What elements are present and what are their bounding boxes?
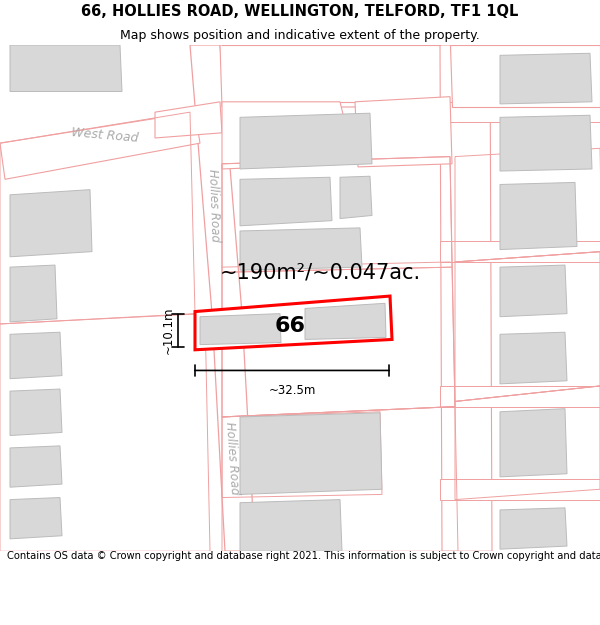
Polygon shape [10,265,57,322]
Polygon shape [240,499,342,551]
Polygon shape [10,45,122,91]
Text: ~32.5m: ~32.5m [268,384,316,397]
Text: 66, HOLLIES ROAD, WELLINGTON, TELFORD, TF1 1QL: 66, HOLLIES ROAD, WELLINGTON, TELFORD, T… [82,4,518,19]
Polygon shape [222,102,355,169]
Polygon shape [212,314,255,551]
Polygon shape [500,508,567,549]
Text: Map shows position and indicative extent of the property.: Map shows position and indicative extent… [120,29,480,42]
Polygon shape [500,53,592,104]
Text: ~10.1m: ~10.1m [161,306,175,354]
Polygon shape [220,45,452,107]
Text: Hollies Road: Hollies Road [206,168,222,242]
Polygon shape [155,102,222,138]
Polygon shape [10,389,62,436]
Polygon shape [10,498,62,539]
Polygon shape [500,115,592,171]
Polygon shape [0,112,200,179]
Text: 66: 66 [275,316,305,336]
Polygon shape [190,45,242,314]
Polygon shape [195,296,392,350]
Polygon shape [240,113,372,169]
Polygon shape [240,177,332,226]
Polygon shape [240,412,382,494]
Text: Hollies Road: Hollies Road [223,421,241,495]
Polygon shape [10,446,62,488]
Polygon shape [340,176,372,219]
Polygon shape [440,45,492,551]
Polygon shape [240,228,362,270]
Text: West Road: West Road [71,126,139,146]
Polygon shape [440,479,600,499]
Polygon shape [10,332,62,379]
Text: ~190m²/~0.047ac.: ~190m²/~0.047ac. [220,262,421,282]
Polygon shape [500,182,577,249]
Polygon shape [500,409,567,477]
Polygon shape [440,386,600,407]
Text: Contains OS data © Crown copyright and database right 2021. This information is : Contains OS data © Crown copyright and d… [7,551,600,561]
Polygon shape [200,314,281,344]
Polygon shape [305,303,386,339]
Polygon shape [355,97,452,167]
Polygon shape [440,102,600,122]
Polygon shape [450,45,600,107]
Polygon shape [500,265,567,317]
Polygon shape [500,332,567,384]
Polygon shape [10,189,92,257]
Polygon shape [440,241,600,262]
